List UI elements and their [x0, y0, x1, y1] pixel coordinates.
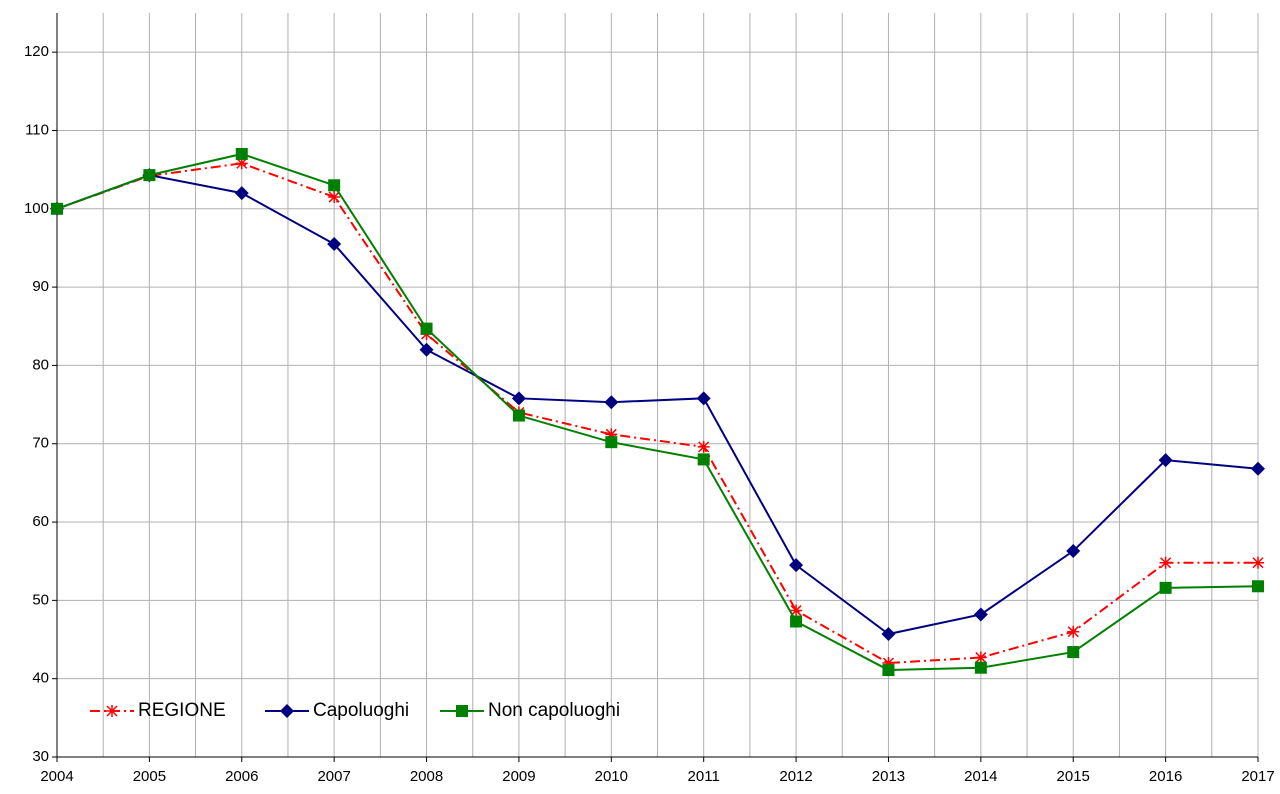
legend-label: REGIONE: [138, 700, 226, 721]
marker: [420, 322, 433, 335]
y-tick-label: 50: [32, 591, 49, 608]
series-line: [56, 162, 1258, 665]
marker: [327, 237, 342, 252]
y-tick-label: 120: [24, 43, 49, 60]
y-tick-label: 90: [32, 278, 49, 295]
marker: [1158, 453, 1173, 468]
y-tick-label: 100: [24, 200, 49, 217]
marker: [1159, 556, 1172, 569]
legend-label: Capoluoghi: [313, 700, 409, 721]
marker: [51, 202, 63, 215]
marker: [1159, 581, 1172, 594]
marker: [882, 657, 895, 670]
marker: [790, 615, 803, 628]
series-line: [56, 174, 1259, 636]
marker: [1067, 646, 1080, 659]
x-tick-label: 2009: [502, 768, 535, 785]
x-tick-label: 2008: [410, 768, 443, 785]
marker: [697, 453, 710, 466]
x-tick-label: 2016: [1149, 768, 1182, 785]
marker: [1067, 625, 1080, 638]
marker: [511, 391, 526, 406]
marker: [882, 664, 895, 677]
marker: [235, 157, 248, 170]
marker: [697, 440, 710, 453]
series-line: [56, 152, 1259, 672]
marker: [605, 428, 618, 441]
y-tick-label: 30: [32, 748, 49, 765]
marker: [1251, 461, 1265, 476]
x-tick-label: 2006: [225, 768, 258, 785]
marker: [234, 186, 249, 201]
y-tick-label: 80: [32, 356, 49, 373]
marker: [235, 147, 248, 160]
y-tick-label: 70: [32, 435, 49, 452]
marker: [790, 604, 803, 617]
x-tick-label: 2007: [317, 768, 350, 785]
marker: [1066, 544, 1081, 559]
x-tick-label: 2015: [1057, 768, 1090, 785]
x-tick-label: 2004: [40, 768, 73, 785]
legend-marker: [456, 705, 468, 717]
legend-label: Non capoluoghi: [488, 700, 620, 721]
y-tick-label: 40: [32, 670, 49, 687]
marker: [974, 661, 987, 674]
legend-marker: [280, 704, 294, 718]
x-tick-label: 2014: [964, 768, 997, 785]
y-tick-label: 110: [25, 121, 49, 138]
marker: [1252, 556, 1264, 569]
marker: [696, 391, 711, 406]
marker: [789, 558, 804, 573]
marker: [328, 179, 341, 192]
marker: [512, 409, 525, 422]
x-tick-label: 2005: [133, 768, 166, 785]
marker: [419, 342, 434, 357]
marker: [143, 169, 156, 182]
marker: [605, 436, 618, 449]
x-tick-label: 2013: [872, 768, 905, 785]
x-tick-label: 2010: [595, 768, 628, 785]
legend-marker: [106, 705, 118, 717]
x-tick-label: 2012: [779, 768, 812, 785]
marker: [881, 627, 896, 642]
marker: [974, 651, 987, 664]
marker: [328, 191, 341, 204]
marker: [604, 395, 619, 410]
x-tick-label: 2011: [688, 768, 720, 785]
marker: [973, 607, 988, 622]
marker: [1252, 580, 1264, 593]
x-tick-label: 2017: [1241, 768, 1274, 785]
y-tick-label: 60: [32, 513, 49, 530]
